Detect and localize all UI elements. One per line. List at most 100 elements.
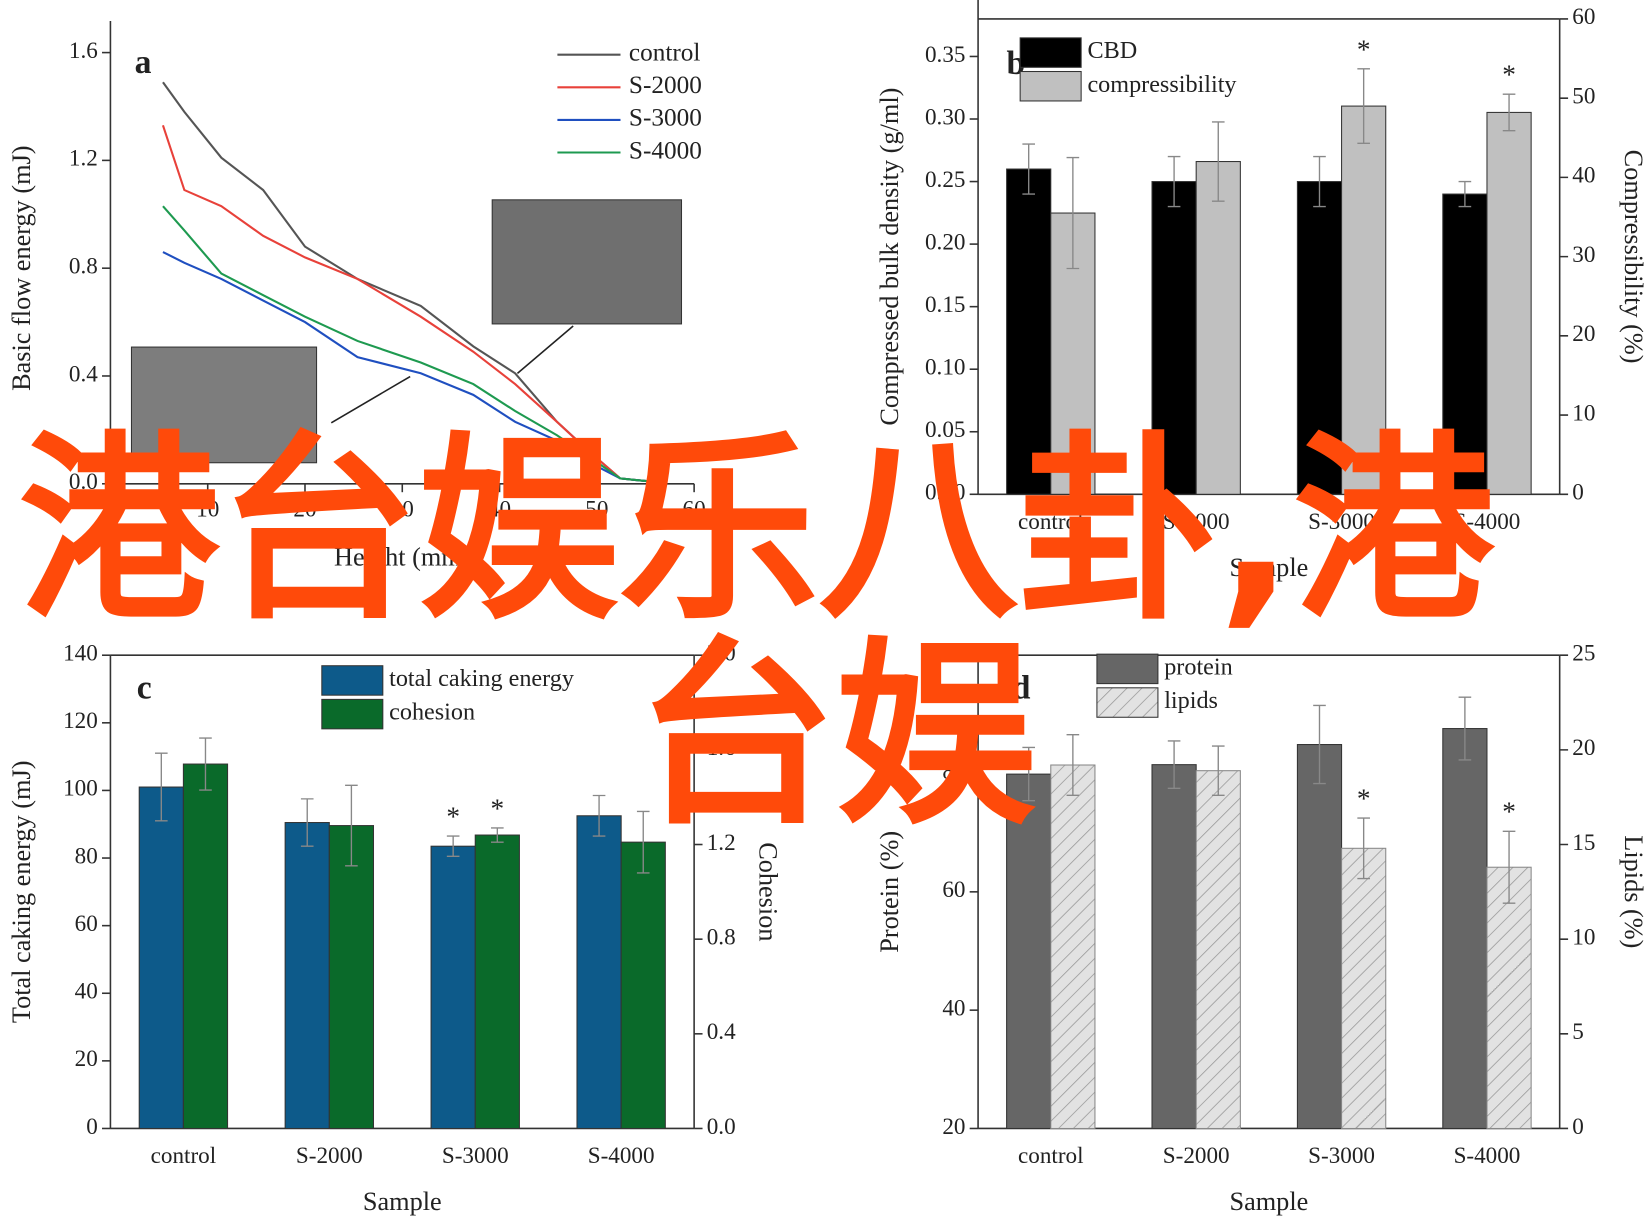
y2-axis-title: Cohesion: [754, 842, 783, 941]
y-tick-label: 0.15: [925, 292, 965, 318]
y2-tick-label: 0: [1572, 480, 1584, 506]
bar: [430, 845, 476, 1129]
x-tick-label: 60: [683, 496, 706, 522]
error-bar: [636, 810, 650, 874]
y-tick-label: 0.00: [925, 480, 965, 506]
x-tick-label: 10: [196, 496, 219, 522]
bar: [1006, 168, 1052, 495]
error-bar: [1313, 704, 1326, 785]
legend-label: CBD: [1087, 37, 1137, 64]
error-bar: [1211, 121, 1225, 202]
y-tick-label: 80: [942, 759, 965, 785]
x-tick-label: S-4000: [588, 1143, 655, 1169]
error-bar: [1458, 696, 1472, 761]
significance-mark: *: [1357, 34, 1371, 64]
x-tick-label: S-4000: [1454, 509, 1521, 535]
legend-swatch: [1096, 687, 1159, 718]
bar: [1442, 193, 1488, 495]
x-axis-title: Sample: [1229, 1187, 1308, 1216]
y2-tick-label: 20: [1572, 321, 1595, 347]
error-bar: [592, 794, 606, 837]
legend-label: cohesion: [389, 699, 475, 726]
bar: [182, 763, 229, 1129]
y2-axis-title: Lipids (%): [1619, 835, 1648, 948]
x-axis-title: Sample: [363, 1187, 442, 1216]
legend-label: lipids: [1164, 687, 1218, 714]
y2-axis-title: Compressibility (%): [1619, 150, 1648, 364]
y-tick-label: 0.8: [69, 253, 98, 279]
y-tick-label: 80: [75, 843, 98, 869]
bar: [1296, 181, 1343, 495]
y-tick-label: 40: [942, 995, 965, 1021]
series-line: [161, 125, 647, 483]
y-axis-title: Total caking energy (mJ): [7, 761, 36, 1024]
error-bar: [1022, 143, 1036, 195]
error-bar: [446, 835, 460, 858]
x-tick-label: S-2000: [296, 1143, 363, 1169]
significance-mark: *: [1502, 797, 1516, 827]
legend-label: S-2000: [629, 72, 702, 99]
error-bar: [1502, 830, 1516, 904]
bar: [1341, 847, 1387, 1129]
error-bar: [1211, 745, 1225, 796]
bar: [1151, 764, 1197, 1129]
y-tick-label: 0.05: [925, 417, 965, 443]
x-tick-label: S-3000: [442, 1143, 509, 1169]
y2-tick-label: 10: [1572, 400, 1595, 426]
arrow: [330, 375, 411, 424]
bar: [576, 815, 622, 1129]
error-bar: [1313, 155, 1326, 208]
y2-tick-label: 30: [1572, 242, 1595, 268]
y2-tick-label: 15: [1572, 830, 1595, 856]
y-tick-label: 60: [75, 911, 98, 937]
y-tick-label: 0.10: [925, 355, 965, 381]
error-bar: [1502, 93, 1516, 132]
y2-tick-label: 20: [1572, 735, 1595, 761]
legend-label: total caking energy: [389, 665, 574, 692]
x-tick-label: S-2000: [1163, 1143, 1230, 1169]
bar: [1442, 728, 1488, 1129]
panel-letter: c: [137, 670, 152, 707]
error-bar: [1022, 746, 1036, 802]
y2-tick-label: 0.4: [707, 1019, 736, 1045]
legend-swatch: [1019, 70, 1082, 102]
bar: [1486, 111, 1532, 495]
y-tick-label: 0.4: [69, 361, 98, 387]
y2-tick-label: 25: [1572, 641, 1595, 667]
sem-image: [130, 346, 318, 464]
x-axis-title: Sample: [1229, 553, 1308, 582]
y-axis-title: Basic flow energy (mJ): [7, 145, 36, 390]
y-tick-label: 1.2: [69, 146, 98, 172]
y-tick-label: 0.35: [925, 42, 965, 68]
x-tick-label: S-3000: [1308, 509, 1375, 535]
significance-mark: *: [1357, 783, 1371, 813]
y2-tick-label: 60: [1572, 4, 1595, 30]
error-bar: [1458, 180, 1472, 208]
error-bar: [1167, 740, 1181, 789]
x-tick-label: control: [1018, 509, 1084, 535]
x-tick-label: 50: [585, 496, 608, 522]
y2-tick-label: 0.8: [707, 924, 736, 950]
legend-label: protein: [1164, 653, 1232, 680]
legend-label: control: [629, 39, 700, 66]
significance-mark: *: [490, 793, 504, 823]
legend-swatch: [1019, 37, 1082, 68]
bar: [1151, 181, 1197, 495]
y-tick-label: 1.6: [69, 38, 98, 64]
bar: [1486, 866, 1532, 1129]
bar: [474, 834, 520, 1129]
bar: [620, 841, 666, 1129]
arrow: [516, 325, 574, 374]
y2-tick-label: 0: [1572, 1114, 1584, 1140]
x-axis-title: Height (mm): [334, 543, 471, 572]
sem-image: [491, 199, 683, 325]
legend-label: S-4000: [629, 137, 702, 164]
y-tick-label: 140: [63, 641, 98, 667]
error-bar: [199, 737, 212, 791]
y-tick-label: 100: [63, 776, 98, 802]
y2-tick-label: 1.6: [707, 735, 736, 761]
y-tick-label: 120: [63, 708, 98, 734]
y-axis-title: Protein (%): [875, 831, 904, 953]
